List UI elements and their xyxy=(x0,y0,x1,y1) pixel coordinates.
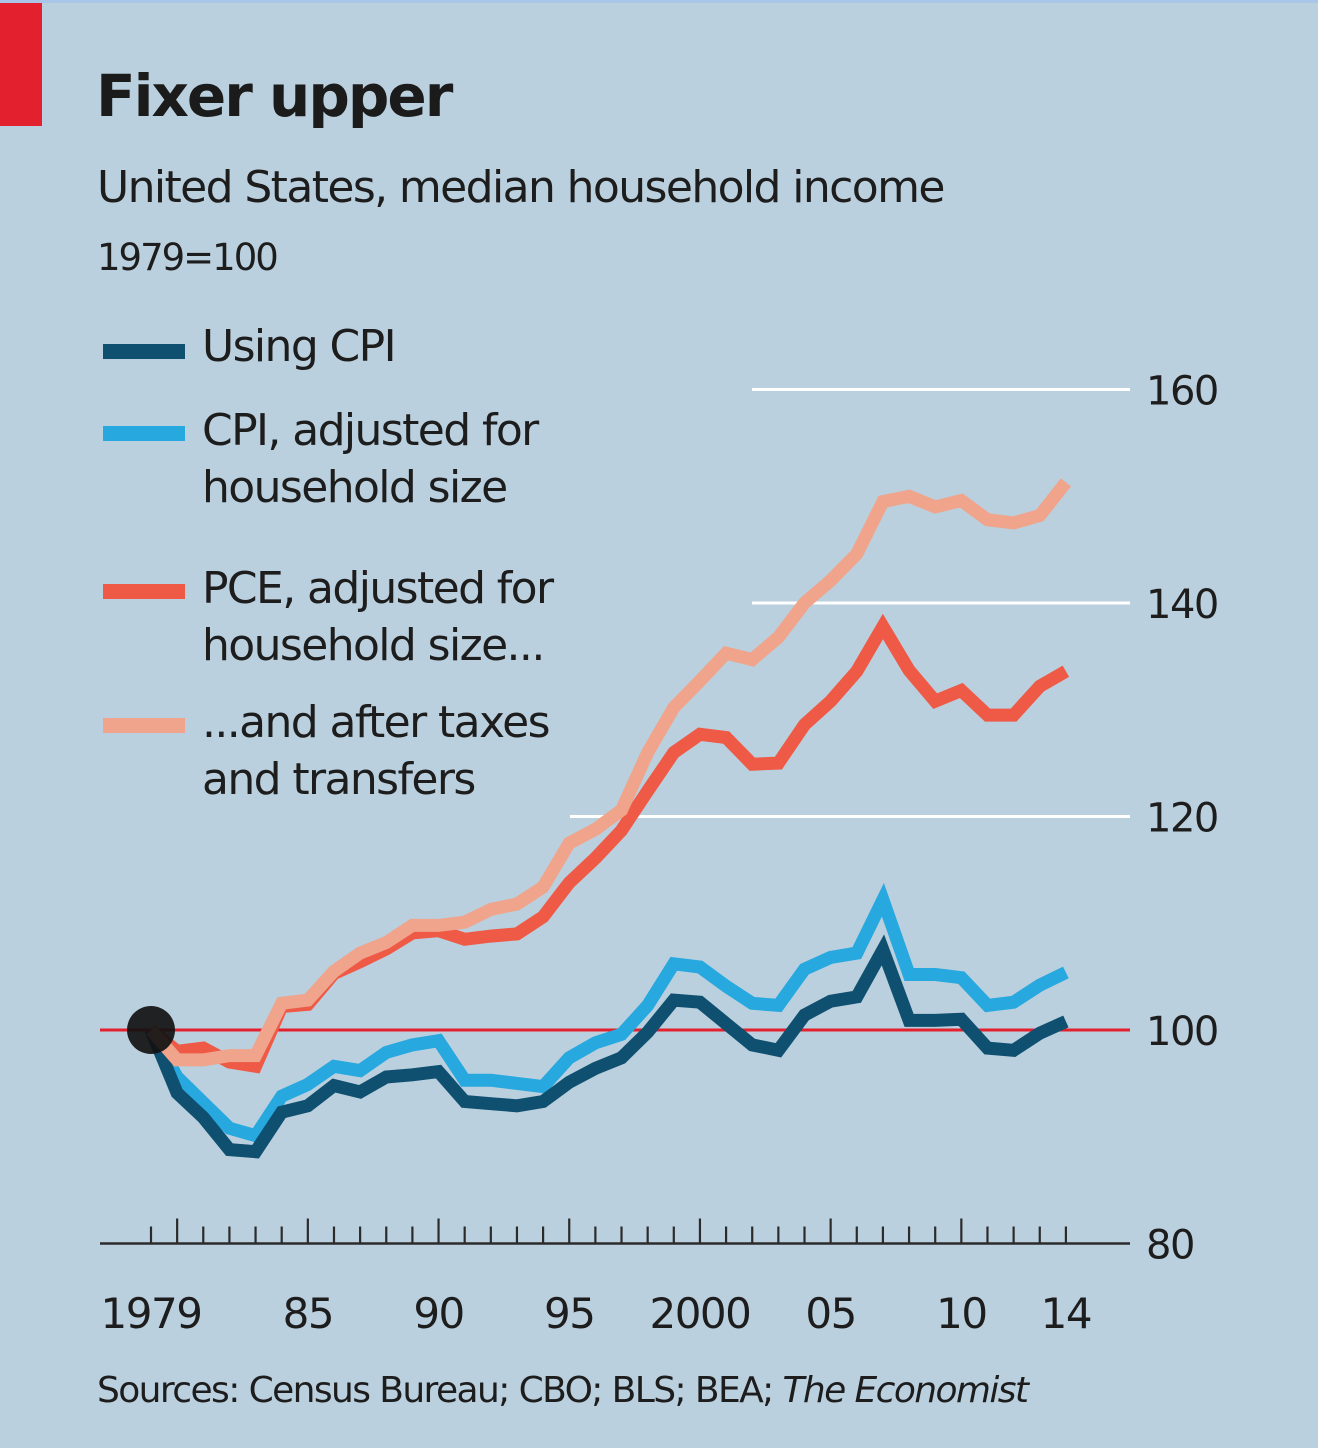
x-tick-label-1979: 1979 xyxy=(101,1289,202,1338)
start-marker-layer xyxy=(127,1006,175,1054)
series-lines xyxy=(144,478,1072,1159)
legend-label-cpi: Using CPI xyxy=(202,321,397,372)
top-border xyxy=(0,0,1318,3)
legend-swatch-cpi xyxy=(103,344,185,359)
x-tick-label-2005: 05 xyxy=(805,1289,855,1338)
source-text: Sources: Census Bureau; CBO; BLS; BEA; xyxy=(97,1370,783,1411)
y-tick-label-120: 120 xyxy=(1146,796,1218,842)
x-tick-label-2000: 2000 xyxy=(649,1289,750,1338)
legend-swatch-pce-after-tax xyxy=(103,718,185,733)
source-publisher: The Economist xyxy=(782,1370,1030,1411)
x-axis xyxy=(100,1218,1130,1245)
y-tick-label-160: 160 xyxy=(1146,369,1218,415)
legend-swatch-pce-adjusted xyxy=(103,584,185,599)
series-line-cpi-adj xyxy=(145,882,1069,1144)
series-line-cpi xyxy=(144,934,1069,1159)
x-tick-label-1995: 95 xyxy=(544,1289,594,1338)
y-axis-labels: 80 100 120 140 160 xyxy=(1146,369,1219,1269)
x-tick-label-2010: 10 xyxy=(936,1289,986,1338)
series-line-pce-after-tax xyxy=(146,478,1072,1067)
chart-title: Fixer upper xyxy=(96,62,453,130)
start-point-marker xyxy=(127,1006,175,1054)
index-base-note: 1979=100 xyxy=(97,236,279,279)
legend-label-cpi-adjusted: CPI, adjusted for household size xyxy=(202,405,539,513)
y-tick-label-140: 140 xyxy=(1146,582,1218,628)
y-tick-label-100: 100 xyxy=(1146,1009,1218,1055)
source-note: Sources: Census Bureau; CBO; BLS; BEA; T… xyxy=(97,1370,1030,1411)
legend-swatch-cpi-adjusted xyxy=(103,426,185,441)
x-tick-label-1985: 85 xyxy=(283,1289,333,1338)
chart-subtitle: United States, median household income xyxy=(97,162,945,213)
legend-label-pce-adjusted: PCE, adjusted for household size... xyxy=(202,563,554,671)
x-tick-label-1990: 90 xyxy=(413,1289,463,1338)
y-tick-label-80: 80 xyxy=(1146,1223,1194,1269)
x-tick-label-2014: 14 xyxy=(1041,1289,1091,1338)
x-axis-labels: 1979 85 90 95 2000 05 10 14 xyxy=(101,1289,1093,1338)
legend-label-pce-after-tax: ...and after taxes and transfers xyxy=(202,697,551,805)
brand-red-tag xyxy=(0,3,42,126)
